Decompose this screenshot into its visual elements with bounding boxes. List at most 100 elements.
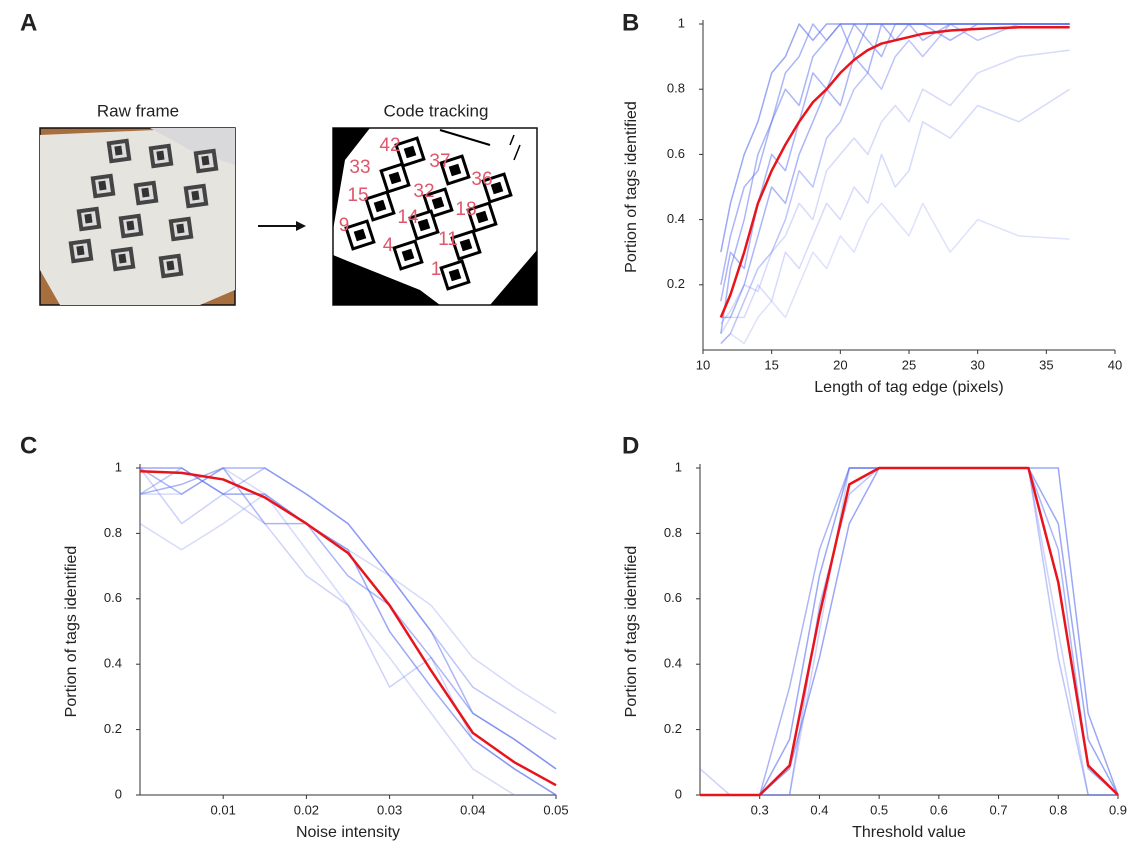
series-line	[720, 202, 1070, 345]
y-tick-label: 0.8	[104, 525, 122, 540]
x-tick-label: 0.6	[930, 802, 948, 817]
y-tick-label: 0.6	[104, 590, 122, 605]
y-tick-label: 1	[675, 459, 682, 474]
y-tick-label: 0.6	[667, 146, 685, 161]
x-tick-label: 0.05	[543, 802, 568, 817]
tag-code	[166, 260, 175, 271]
series-line	[720, 23, 1070, 302]
panel-label: B	[622, 9, 639, 36]
tag-code	[475, 210, 489, 224]
tag-code	[373, 199, 387, 213]
tag-id: 9	[339, 215, 350, 236]
x-tick-label: 10	[696, 357, 710, 372]
series-line	[720, 88, 1071, 335]
tag-code	[84, 213, 93, 224]
tag-id: 11	[438, 229, 458, 250]
y-tick-label: 0	[115, 786, 122, 801]
series-line	[720, 23, 1070, 345]
y-tick-label: 0.2	[104, 721, 122, 736]
x-axis-label: Noise intensity	[296, 824, 400, 841]
y-axis-label: Portion of tags identified	[63, 546, 80, 718]
x-axis-label: Threshold value	[852, 824, 966, 841]
series-line	[139, 467, 557, 796]
tag-code	[448, 268, 462, 282]
series-line	[720, 49, 1070, 325]
x-tick-label: 0.8	[1049, 802, 1067, 817]
x-tick-label: 15	[764, 357, 778, 372]
y-axis-label: Portion of tags identified	[623, 101, 640, 273]
series-line	[139, 467, 557, 770]
tag-code	[156, 150, 165, 161]
series-line	[139, 470, 557, 787]
y-tick-label: 0	[675, 786, 682, 801]
tag-code	[98, 180, 107, 191]
x-tick-label: 0.3	[751, 802, 769, 817]
tag-code	[401, 248, 415, 262]
x-tick-label: 0.01	[211, 802, 236, 817]
y-tick-label: 0.8	[667, 81, 685, 96]
y-tick-label: 0.6	[664, 590, 682, 605]
y-axis-label: Portion of tags identified	[623, 546, 640, 718]
x-tick-label: 40	[1108, 357, 1122, 372]
series-line	[720, 23, 1070, 319]
tracking-title: Code tracking	[384, 101, 489, 120]
y-tick-label: 1	[115, 459, 122, 474]
panel-label: C	[20, 432, 37, 459]
y-tick-label: 0.2	[667, 276, 685, 291]
tag-code	[388, 171, 402, 185]
tag-code	[114, 145, 123, 156]
tag-code	[353, 228, 367, 242]
y-tick-label: 0.4	[664, 656, 682, 671]
raw-frame-title: Raw frame	[97, 101, 179, 120]
y-tick-label: 0.4	[667, 211, 685, 226]
tag-code	[459, 238, 473, 252]
tag-code	[176, 223, 185, 234]
tag-id: 4	[383, 235, 394, 256]
tag-code	[141, 187, 150, 198]
tag-code	[490, 181, 504, 195]
tag-code	[118, 253, 127, 264]
tag-code	[76, 245, 85, 256]
x-tick-label: 0.03	[377, 802, 402, 817]
panel-label: A	[20, 9, 37, 36]
y-tick-label: 0.8	[664, 525, 682, 540]
x-tick-label: 0.7	[990, 802, 1008, 817]
tag-code	[201, 155, 210, 166]
series-line	[700, 466, 1119, 797]
x-tick-label: 35	[1039, 357, 1053, 372]
series-line	[139, 493, 556, 796]
series-line	[719, 26, 1070, 318]
tag-id: 1	[431, 259, 442, 280]
raw-frame-image	[39, 127, 236, 306]
x-tick-label: 0.4	[810, 802, 828, 817]
series-line	[139, 467, 557, 770]
y-tick-label: 1	[678, 15, 685, 30]
tag-id: 15	[347, 185, 368, 206]
series-line	[139, 467, 557, 741]
series-line	[140, 467, 557, 714]
tag-code	[126, 220, 135, 231]
tag-code	[417, 218, 431, 232]
tag-id: 14	[397, 207, 419, 228]
code-tracking-image	[332, 127, 538, 306]
y-tick-label: 0.4	[104, 656, 122, 671]
x-tick-label: 0.02	[294, 802, 319, 817]
x-axis-label: Length of tag edge (pixels)	[814, 379, 1003, 396]
tag-code	[191, 190, 200, 201]
tag-id: 42	[379, 135, 400, 156]
x-tick-label: 0.5	[870, 802, 888, 817]
series-line	[140, 467, 557, 796]
tag-id: 18	[455, 199, 476, 220]
y-tick-label: 0.2	[664, 721, 682, 736]
tag-code	[431, 196, 445, 210]
x-tick-label: 0.04	[460, 802, 485, 817]
arrow	[258, 221, 306, 231]
tag-id: 32	[413, 181, 434, 202]
tag-code	[448, 163, 462, 177]
tag-id: 36	[471, 169, 492, 190]
panel-label: D	[622, 432, 639, 459]
x-tick-label: 0.9	[1109, 802, 1127, 817]
tag-id: 33	[349, 157, 370, 178]
series-line	[720, 23, 1070, 285]
